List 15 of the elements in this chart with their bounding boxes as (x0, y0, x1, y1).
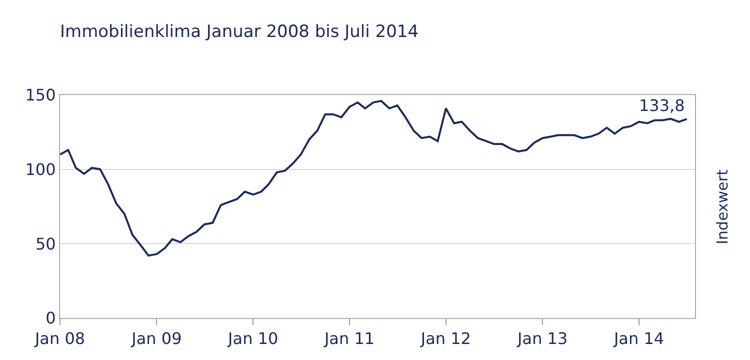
y-tick-label: 150 (25, 86, 56, 105)
y-axis-title: Indexwert (713, 169, 732, 244)
x-tick-label: Jan 12 (420, 329, 471, 348)
y-tick-label: 0 (46, 308, 56, 328)
y-tick-label: 50 (35, 234, 56, 254)
x-tick-label: Jan 11 (323, 329, 375, 348)
annotation: 133,8 (639, 96, 685, 115)
x-tick-label: Jan 10 (227, 329, 278, 348)
x-tick-label: Jan 13 (516, 329, 568, 348)
chart-title: Immobilienklima Januar 2008 bis Juli 2014 (60, 22, 419, 42)
x-tick-label: Jan 08 (34, 329, 86, 348)
x-tick-label: Jan 14 (612, 329, 664, 348)
y-tick-label: 100 (25, 160, 56, 179)
x-tick-label: Jan 09 (130, 329, 182, 348)
line-series (60, 100, 688, 257)
